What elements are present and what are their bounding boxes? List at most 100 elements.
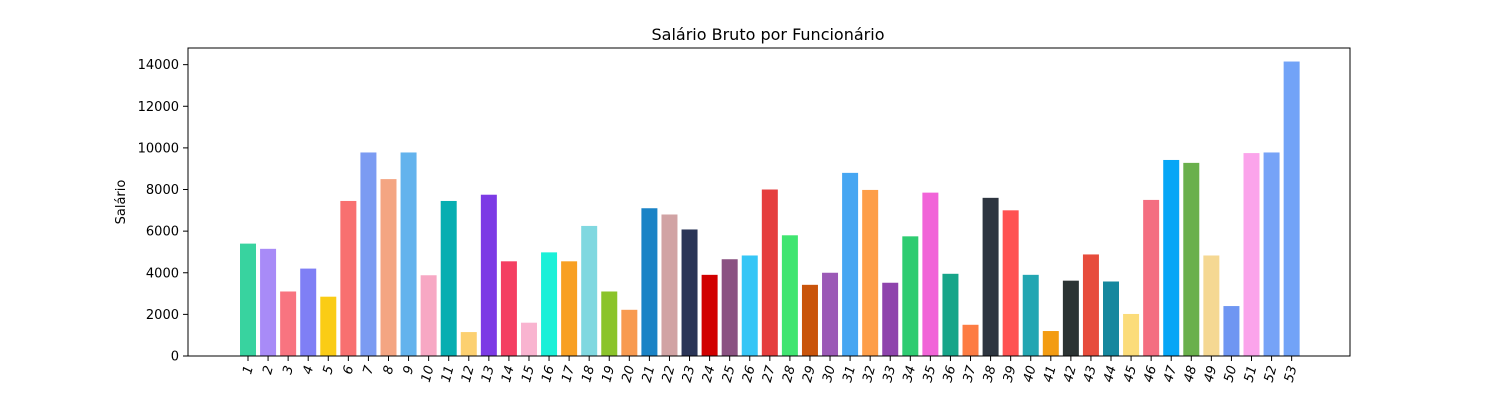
bar-45 bbox=[1123, 313, 1140, 356]
bar-3 bbox=[280, 291, 297, 356]
x-tick-label: 41 bbox=[1041, 364, 1060, 384]
bar-47 bbox=[1163, 159, 1180, 356]
x-tick-label: 6 bbox=[341, 364, 358, 376]
bar-20 bbox=[621, 309, 638, 356]
x-tick-label: 7 bbox=[361, 363, 378, 376]
bar-4 bbox=[300, 268, 317, 356]
bar-49 bbox=[1203, 255, 1220, 356]
x-tick-label: 45 bbox=[1121, 364, 1140, 384]
y-tick-label: 12000 bbox=[138, 100, 179, 115]
x-tick-label: 30 bbox=[820, 364, 839, 384]
x-tick-label: 51 bbox=[1242, 364, 1261, 384]
bar-2 bbox=[260, 248, 277, 356]
x-tick-label: 22 bbox=[660, 364, 679, 384]
bar-30 bbox=[822, 272, 839, 356]
bar-8 bbox=[380, 179, 397, 356]
bar-52 bbox=[1263, 152, 1280, 356]
x-tick-label: 48 bbox=[1181, 364, 1200, 384]
x-tick-label: 36 bbox=[941, 364, 960, 384]
bar-50 bbox=[1223, 306, 1240, 356]
bar-23 bbox=[681, 229, 698, 356]
bar-17 bbox=[561, 261, 578, 356]
x-tick-label: 13 bbox=[479, 364, 498, 384]
bar-18 bbox=[581, 225, 598, 356]
x-tick-label: 24 bbox=[700, 364, 719, 384]
x-tick-label: 52 bbox=[1262, 364, 1281, 384]
x-tick-label: 16 bbox=[539, 364, 558, 384]
bar-13 bbox=[480, 194, 497, 356]
y-tick-label: 8000 bbox=[146, 183, 179, 198]
x-tick-label: 29 bbox=[800, 364, 819, 384]
x-tick-label: 35 bbox=[920, 364, 939, 384]
x-tick-label: 9 bbox=[401, 364, 418, 376]
y-tick-label: 6000 bbox=[146, 225, 179, 240]
bar-16 bbox=[541, 252, 558, 356]
bar-12 bbox=[460, 332, 477, 356]
x-tick-label: 49 bbox=[1201, 364, 1220, 384]
x-tick-label: 10 bbox=[419, 364, 438, 384]
bar-11 bbox=[440, 200, 457, 356]
y-axis-label: Salário bbox=[114, 180, 129, 225]
x-tick-label: 23 bbox=[680, 364, 699, 384]
x-tick-label: 19 bbox=[599, 364, 618, 384]
y-tick-label: 4000 bbox=[146, 266, 179, 281]
x-tick-label: 53 bbox=[1282, 364, 1301, 384]
x-tick-label: 26 bbox=[740, 364, 759, 384]
x-tick-label: 40 bbox=[1021, 364, 1040, 384]
bar-46 bbox=[1143, 199, 1160, 356]
bar-33 bbox=[882, 282, 899, 356]
bar-22 bbox=[661, 214, 678, 356]
bar-41 bbox=[1042, 331, 1059, 356]
x-tick-label: 27 bbox=[760, 363, 779, 384]
bar-31 bbox=[842, 172, 859, 356]
x-tick-label: 32 bbox=[860, 364, 879, 384]
plot-frame bbox=[187, 47, 1351, 357]
bar-39 bbox=[1002, 210, 1019, 356]
bar-5 bbox=[320, 296, 337, 356]
bar-32 bbox=[862, 189, 879, 356]
bar-15 bbox=[520, 322, 537, 356]
bar-24 bbox=[701, 274, 718, 356]
x-axis: 1 2 3 4 5 6 7 8 9 10 11 12 13 14 15 16 17 18 19 20 21 22 23 24 2… bbox=[240, 356, 1301, 384]
x-tick-label: 44 bbox=[1101, 364, 1120, 384]
bar-28 bbox=[781, 235, 798, 356]
x-tick-label: 4 bbox=[300, 364, 317, 376]
chart-title: Salário Bruto por Funcionário bbox=[652, 25, 885, 44]
bar-19 bbox=[601, 291, 618, 356]
x-tick-label: 47 bbox=[1161, 363, 1180, 384]
bar-53 bbox=[1283, 61, 1300, 356]
x-tick-label: 42 bbox=[1061, 364, 1080, 384]
x-tick-label: 33 bbox=[880, 364, 899, 384]
x-tick-label: 20 bbox=[619, 364, 638, 384]
bar-38 bbox=[982, 197, 999, 356]
y-tick-label: 0 bbox=[171, 350, 179, 365]
x-tick-label: 8 bbox=[381, 364, 398, 376]
x-tick-label: 5 bbox=[321, 364, 338, 376]
bar-7 bbox=[360, 152, 377, 356]
x-tick-label: 12 bbox=[459, 364, 478, 384]
x-tick-label: 3 bbox=[280, 364, 297, 376]
bar-48 bbox=[1183, 162, 1200, 356]
bar-51 bbox=[1243, 153, 1260, 356]
x-tick-label: 38 bbox=[981, 364, 1000, 384]
bar-14 bbox=[500, 261, 517, 356]
x-tick-label: 28 bbox=[780, 364, 799, 384]
bar-21 bbox=[641, 208, 658, 356]
bar-29 bbox=[801, 284, 818, 356]
x-tick-label: 25 bbox=[720, 364, 739, 384]
bar-42 bbox=[1062, 280, 1079, 356]
bar-27 bbox=[761, 189, 778, 356]
y-tick-label: 10000 bbox=[138, 141, 179, 156]
x-tick-label: 34 bbox=[900, 364, 919, 384]
x-tick-label: 11 bbox=[439, 364, 458, 384]
bar-35 bbox=[922, 192, 939, 356]
bar-37 bbox=[962, 324, 979, 356]
x-tick-label: 21 bbox=[639, 364, 658, 384]
bar-36 bbox=[942, 273, 959, 356]
x-tick-label: 18 bbox=[579, 364, 598, 384]
bar-26 bbox=[741, 255, 758, 356]
x-tick-label: 2 bbox=[260, 364, 277, 376]
x-tick-label: 39 bbox=[1001, 364, 1020, 384]
